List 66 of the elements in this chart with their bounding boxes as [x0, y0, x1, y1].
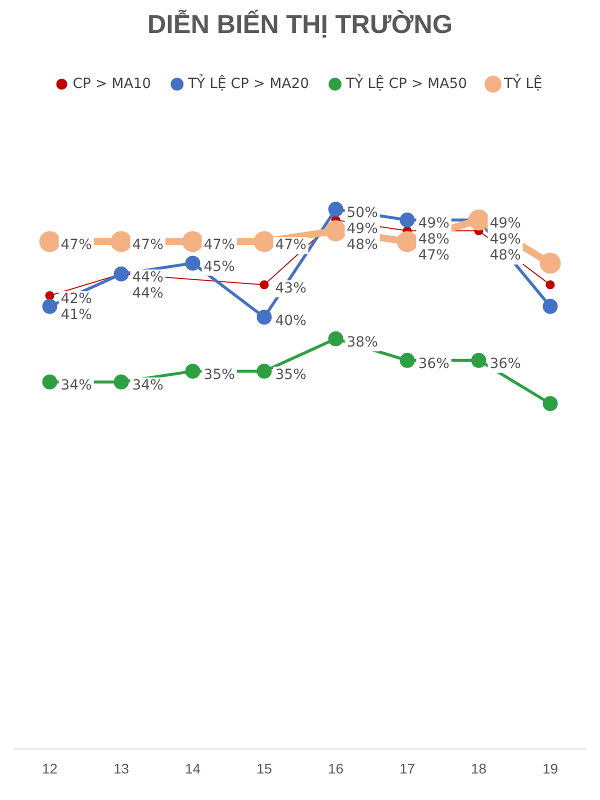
point	[256, 310, 272, 325]
x-tick-label: 14	[184, 760, 201, 776]
data-label: 50%	[346, 204, 378, 221]
data-label: 47%	[204, 237, 235, 254]
data-label: 44%	[132, 270, 164, 286]
point	[114, 266, 129, 282]
data-label: 38%	[346, 334, 378, 350]
point	[254, 231, 275, 252]
point	[328, 331, 344, 346]
point	[45, 291, 54, 300]
point	[542, 298, 558, 314]
chart-title: DIỄN BIẾN THỊ TRƯỜNG	[147, 8, 453, 39]
point	[468, 210, 490, 230]
point	[400, 212, 415, 228]
x-tick-label: 18	[470, 760, 487, 776]
point	[540, 252, 561, 274]
legend-label: TỶ LỆ CP > MA20	[187, 74, 310, 92]
point	[400, 352, 415, 368]
data-label: 48%	[490, 248, 521, 264]
data-label: 36%	[418, 356, 450, 372]
point	[185, 256, 200, 271]
x-tick-label: 19	[542, 760, 558, 776]
point	[110, 231, 132, 252]
data-label: 49%	[418, 216, 450, 232]
data-label: 35%	[204, 366, 235, 383]
data-label: 44%	[132, 286, 164, 302]
data-label: 43%	[275, 280, 306, 296]
data-label: 42%	[60, 291, 92, 308]
data-label: 49%	[490, 232, 521, 248]
point	[542, 396, 558, 412]
point	[325, 220, 346, 242]
data-label: 49%	[490, 216, 521, 232]
data-label: 34%	[132, 378, 164, 394]
point	[39, 231, 60, 252]
data-label: 47%	[60, 237, 92, 254]
data-label: 48%	[418, 232, 450, 248]
x-tick-label: 17	[399, 760, 416, 776]
legend-label: TỶ LỆ	[503, 74, 542, 92]
data-label: 47%	[418, 248, 450, 264]
point	[396, 231, 418, 252]
point	[42, 298, 58, 314]
data-label: 48%	[346, 236, 378, 253]
point	[256, 364, 272, 379]
point	[546, 280, 555, 290]
data-label: 34%	[60, 378, 92, 394]
point	[182, 231, 204, 252]
point	[471, 352, 486, 368]
x-tick-label: 16	[328, 760, 344, 776]
x-tick-label: 12	[42, 760, 58, 776]
data-label: 40%	[275, 312, 306, 329]
point	[185, 364, 200, 379]
data-label: 36%	[490, 356, 521, 372]
data-label: 47%	[275, 237, 306, 254]
point	[42, 374, 58, 390]
data-label: 49%	[346, 220, 378, 237]
legend-label: CP > MA10	[72, 76, 152, 92]
legend-label: TỶ LỆ CP > MA50	[345, 74, 468, 92]
x-tick-label: 15	[256, 760, 272, 776]
data-label: 45%	[204, 258, 235, 275]
data-label: 41%	[60, 307, 92, 324]
data-label: 47%	[132, 237, 164, 254]
point	[114, 374, 129, 390]
x-tick-label: 13	[113, 760, 130, 776]
point	[328, 202, 344, 217]
point	[260, 280, 269, 290]
data-label: 35%	[275, 366, 306, 383]
